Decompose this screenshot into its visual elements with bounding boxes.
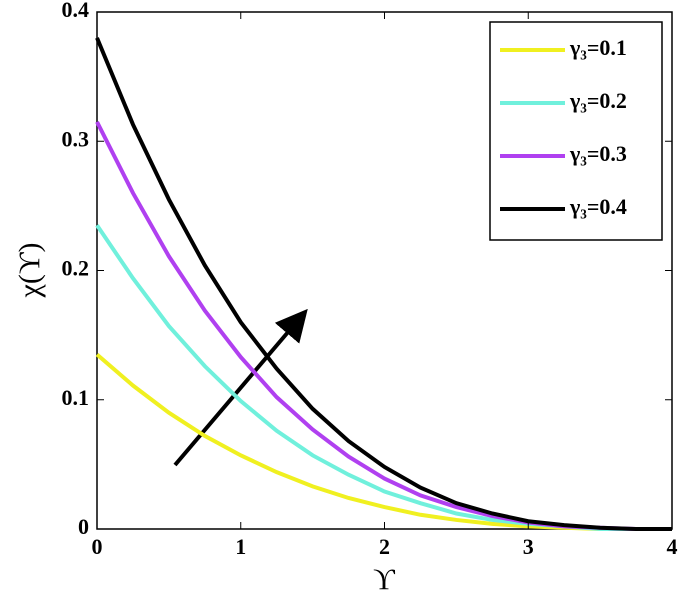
line	[95, 352, 672, 531]
line	[95, 37, 672, 531]
trend-arrow	[173, 308, 308, 467]
x-tick-label: 3	[523, 534, 534, 559]
legend-label: γ₃=0.4	[569, 194, 627, 219]
y-tick-label: 0	[78, 514, 89, 539]
curves	[95, 37, 672, 531]
line	[95, 224, 672, 531]
y-tick-label: 0.4	[62, 0, 90, 22]
y-axis-label: χ(ϒ)	[13, 243, 46, 299]
legend-label: γ₃=0.1	[569, 35, 627, 60]
y-tick-label: 0.3	[62, 126, 90, 151]
x-tick-label: 1	[235, 534, 246, 559]
y-tick-label: 0.1	[62, 385, 90, 410]
x-tick-label: 2	[379, 534, 390, 559]
x-axis-label: ϒ	[373, 563, 395, 596]
x-tick-label: 0	[92, 534, 103, 559]
legend-box	[489, 21, 663, 241]
y-tick-label: 0.2	[62, 256, 90, 281]
x-tick-label: 4	[667, 534, 678, 559]
legend-label: γ₃=0.3	[569, 141, 627, 166]
legend-label: γ₃=0.2	[569, 88, 627, 113]
